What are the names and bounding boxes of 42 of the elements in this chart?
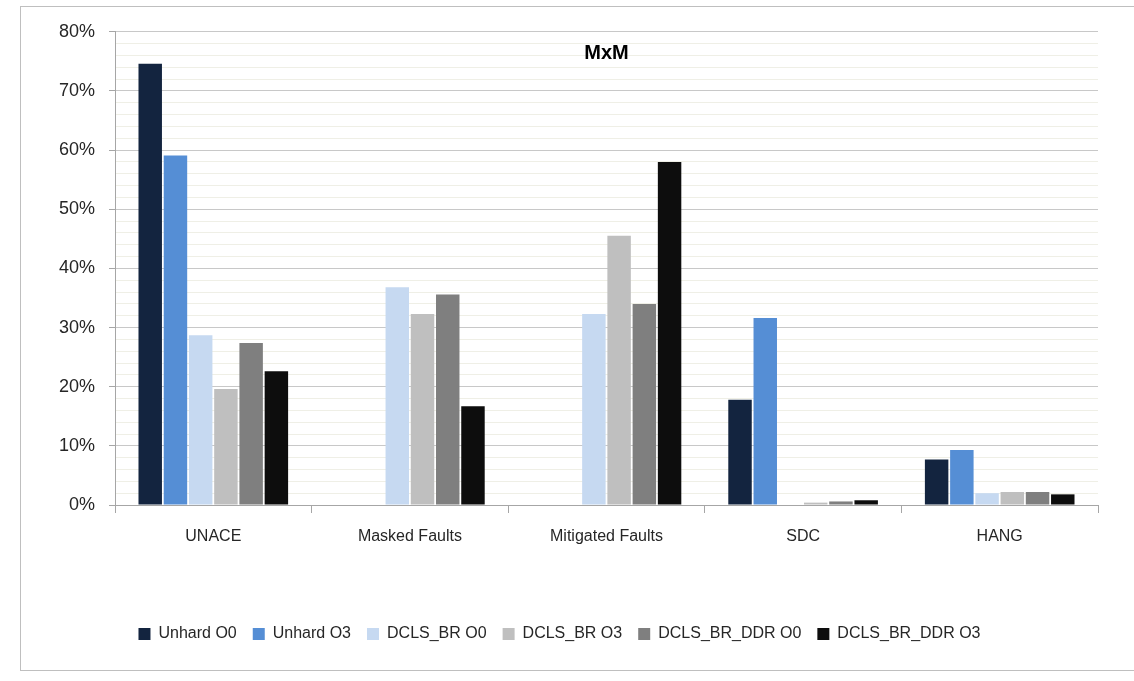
bar: [657, 161, 682, 505]
bar: [728, 399, 752, 505]
bar: [924, 459, 949, 505]
bar: [632, 303, 657, 505]
y-tick-label: 80%: [58, 20, 95, 41]
x-tick-label: HANG: [976, 527, 1023, 545]
bar: [436, 294, 460, 505]
bar: [264, 371, 289, 505]
bar: [239, 342, 263, 505]
x-tick-label: Masked Faults: [357, 527, 462, 545]
bar: [975, 493, 999, 505]
y-tick-label: 70%: [58, 79, 95, 100]
bar: [1000, 491, 1025, 505]
bar: [1025, 491, 1050, 505]
text: MxM: [584, 41, 629, 64]
x-tick-label: UNACE: [185, 527, 242, 545]
legend-label: Unhard O3: [272, 624, 352, 642]
y-tick-label: 0%: [68, 493, 95, 514]
y-tick-label: 20%: [58, 375, 95, 396]
bar: [163, 155, 188, 505]
y-tick-label: 30%: [58, 316, 95, 337]
legend-label: DCLS_BR O0: [387, 624, 487, 643]
x-tick-label: Mitigated Faults: [550, 527, 663, 545]
bar: [854, 500, 878, 505]
bar: [582, 313, 606, 505]
bar: [188, 335, 213, 505]
bar: [950, 449, 974, 505]
y-tick-label: 50%: [58, 198, 95, 219]
legend-label: Unhard O0: [158, 624, 237, 642]
bar: [385, 287, 410, 505]
legend-label: DCLS_BR_DDR O3: [837, 624, 981, 643]
bar: [1051, 494, 1075, 505]
legend-label: DCLS_BR O3: [522, 624, 623, 643]
bar: [753, 318, 777, 505]
y-tick-label: 60%: [58, 139, 95, 160]
y-tick-label: 10%: [58, 434, 95, 455]
y-tick-label: 40%: [58, 257, 95, 278]
legend-label: DCLS_BR_DDR O0: [658, 624, 802, 643]
bar: [461, 406, 485, 505]
x-tick-label: SDC: [786, 527, 820, 545]
bar: [829, 501, 853, 505]
bar: [138, 63, 162, 505]
